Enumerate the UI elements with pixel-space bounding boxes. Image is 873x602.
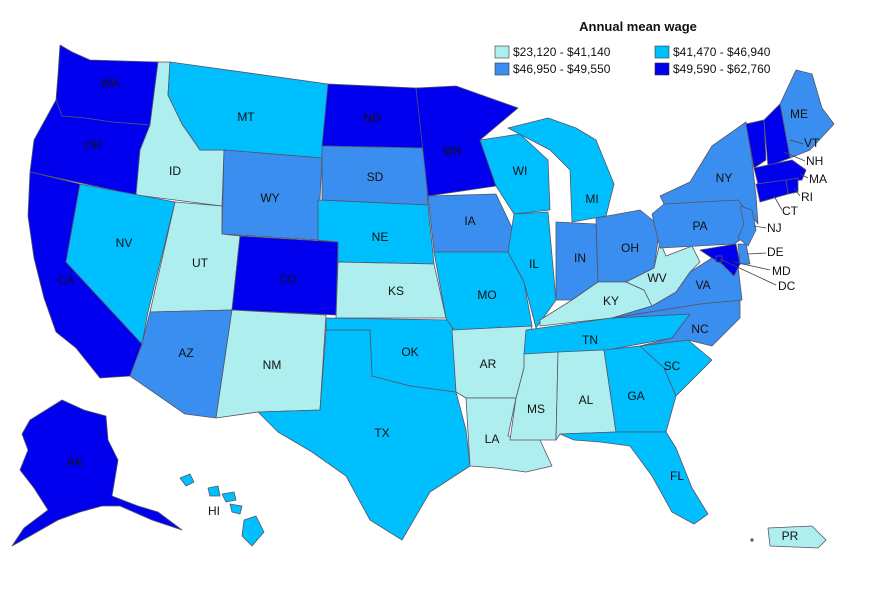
state-IL[interactable] (507, 211, 557, 329)
state-WV[interactable] (625, 241, 701, 307)
state-ME[interactable] (779, 69, 835, 159)
label-HI: HI (208, 504, 220, 518)
label-SD: SD (367, 170, 384, 184)
legend-label-1: $23,120 - $41,140 (513, 45, 611, 59)
state-DE[interactable] (737, 243, 751, 265)
label-ME: ME (790, 107, 808, 121)
label-AZ: AZ (178, 346, 193, 360)
label-VA: VA (695, 278, 710, 292)
legend-swatch-3 (494, 62, 510, 76)
state-FL[interactable] (559, 431, 709, 525)
state-LA[interactable] (465, 397, 553, 473)
state-NH[interactable] (763, 103, 791, 167)
label-TX: TX (374, 426, 389, 440)
legend-title: Annual mean wage (579, 19, 697, 34)
label-MN: MN (443, 144, 462, 158)
label-ID: ID (169, 164, 181, 178)
state-AK[interactable] (11, 399, 183, 547)
label-CA: CA (58, 273, 75, 287)
label-NV: NV (116, 236, 133, 250)
label-MA: MA (809, 172, 827, 186)
leader-VT (789, 139, 804, 145)
legend-label-3: $46,950 - $49,550 (513, 62, 611, 76)
legend-swatch-2 (654, 45, 670, 59)
label-NY: NY (716, 171, 733, 185)
label-NH: NH (806, 154, 823, 168)
label-DE: DE (767, 245, 784, 259)
leader-DE (747, 252, 767, 255)
label-KY: KY (603, 294, 619, 308)
states-layer (11, 44, 835, 549)
label-LA: LA (485, 432, 500, 446)
label-IN: IN (574, 251, 586, 265)
legend: Annual mean wage $23,120 - $41,140 $41,4… (494, 19, 771, 76)
label-WI: WI (513, 164, 528, 178)
label-WY: WY (260, 191, 279, 205)
label-FL: FL (670, 469, 684, 483)
label-RI: RI (801, 190, 813, 204)
leader-MD (733, 261, 771, 271)
label-PA: PA (692, 219, 707, 233)
leader-MA (799, 173, 809, 179)
state-HI[interactable] (179, 473, 265, 547)
label-WA: WA (101, 76, 120, 90)
label-SC: SC (664, 359, 681, 373)
leader-DC (719, 258, 777, 286)
label-NJ: NJ (767, 221, 782, 235)
leader-CT (773, 195, 783, 211)
label-IA: IA (464, 214, 475, 228)
label-MO: MO (477, 288, 496, 302)
label-OH: OH (621, 241, 639, 255)
state-labels: WA OR CA ID NV UT AZ MT WY CO NM ND SD N… (58, 76, 827, 543)
pr-islet-dot (750, 538, 754, 542)
label-OR: OR (84, 138, 102, 152)
label-WV: WV (647, 271, 666, 285)
state-MI[interactable] (507, 117, 615, 223)
state-NJ[interactable] (737, 205, 757, 247)
label-NM: NM (263, 358, 282, 372)
label-NE: NE (372, 230, 389, 244)
legend-label-2: $41,470 - $46,940 (673, 45, 771, 59)
label-CO: CO (279, 272, 297, 286)
label-VT: VT (804, 136, 820, 150)
label-MT: MT (237, 110, 255, 124)
label-KS: KS (388, 284, 404, 298)
label-UT: UT (192, 256, 209, 270)
state-MA[interactable] (753, 159, 807, 185)
legend-swatch-1 (494, 45, 510, 59)
label-IL: IL (529, 257, 539, 271)
legend-swatch-4 (654, 62, 670, 76)
leader-NH (783, 151, 806, 162)
legend-label-4: $49,590 - $62,760 (673, 62, 771, 76)
label-ND: ND (363, 111, 381, 125)
label-AK: AK (67, 455, 83, 469)
state-CT[interactable] (755, 179, 789, 203)
label-NC: NC (691, 322, 709, 336)
state-DC[interactable] (715, 255, 723, 263)
state-VT[interactable] (745, 119, 767, 169)
label-MD: MD (772, 264, 791, 278)
leader-NJ (753, 225, 767, 229)
label-AL: AL (579, 393, 594, 407)
label-MS: MS (527, 402, 545, 416)
label-AR: AR (480, 357, 497, 371)
label-CT: CT (782, 204, 799, 218)
label-PR: PR (782, 529, 799, 543)
leader-lines (719, 139, 809, 286)
label-TN: TN (582, 333, 598, 347)
label-OK: OK (401, 345, 418, 359)
label-DC: DC (778, 279, 796, 293)
state-NY[interactable] (659, 121, 759, 225)
label-GA: GA (627, 389, 644, 403)
leader-RI (793, 187, 801, 197)
state-TX[interactable] (257, 329, 471, 541)
label-MI: MI (585, 192, 598, 206)
state-PR[interactable] (767, 525, 827, 549)
state-NV[interactable] (65, 183, 176, 345)
